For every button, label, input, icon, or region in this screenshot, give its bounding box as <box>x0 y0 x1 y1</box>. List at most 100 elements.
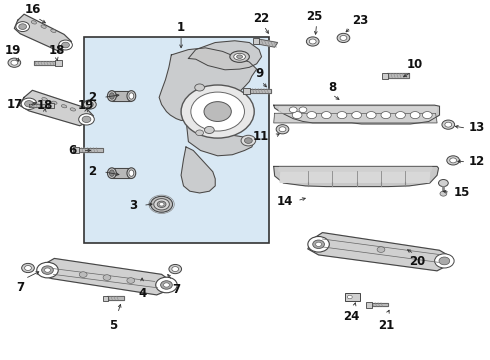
Text: 6: 6 <box>68 144 76 157</box>
Ellipse shape <box>50 29 56 32</box>
Text: 17: 17 <box>6 98 23 111</box>
Polygon shape <box>248 89 271 93</box>
Polygon shape <box>186 119 254 156</box>
Ellipse shape <box>129 170 134 176</box>
Circle shape <box>79 114 94 125</box>
Bar <box>382 73 388 79</box>
Circle shape <box>292 112 302 119</box>
Circle shape <box>410 112 420 119</box>
Circle shape <box>169 265 182 274</box>
Circle shape <box>84 100 96 109</box>
Circle shape <box>82 116 91 122</box>
Text: 11: 11 <box>253 130 269 143</box>
Text: 9: 9 <box>255 67 263 80</box>
Polygon shape <box>280 171 430 183</box>
Ellipse shape <box>230 51 249 62</box>
Polygon shape <box>19 90 93 126</box>
Bar <box>55 60 62 66</box>
Circle shape <box>195 84 204 91</box>
Text: 3: 3 <box>129 199 137 212</box>
Polygon shape <box>279 167 432 171</box>
Circle shape <box>307 112 317 119</box>
Circle shape <box>19 24 26 30</box>
Circle shape <box>439 180 448 186</box>
Circle shape <box>306 37 319 46</box>
Circle shape <box>156 277 177 293</box>
Polygon shape <box>387 73 409 77</box>
Circle shape <box>289 107 297 113</box>
Circle shape <box>16 22 29 32</box>
Circle shape <box>87 102 93 107</box>
Text: 22: 22 <box>253 12 270 25</box>
Circle shape <box>204 102 231 121</box>
Text: 21: 21 <box>378 319 394 332</box>
Circle shape <box>196 130 203 136</box>
Text: 18: 18 <box>49 44 65 57</box>
Circle shape <box>309 39 316 44</box>
Text: 8: 8 <box>328 81 336 94</box>
Bar <box>253 38 259 44</box>
Circle shape <box>245 138 252 143</box>
Circle shape <box>8 58 21 67</box>
Ellipse shape <box>51 101 57 104</box>
Circle shape <box>79 272 87 278</box>
Polygon shape <box>107 296 123 300</box>
Text: 20: 20 <box>410 255 426 268</box>
Polygon shape <box>37 258 172 295</box>
Bar <box>102 296 108 301</box>
Circle shape <box>435 254 454 268</box>
Polygon shape <box>112 91 131 101</box>
Circle shape <box>447 156 460 165</box>
Circle shape <box>321 112 331 119</box>
Polygon shape <box>308 233 452 271</box>
Circle shape <box>367 112 376 119</box>
Bar <box>84 37 269 243</box>
Text: 18: 18 <box>36 99 53 112</box>
Text: 15: 15 <box>454 186 470 199</box>
Circle shape <box>127 278 135 283</box>
Circle shape <box>62 42 70 48</box>
Ellipse shape <box>127 168 136 179</box>
Text: 25: 25 <box>306 10 322 23</box>
Circle shape <box>395 112 405 119</box>
Circle shape <box>24 100 33 107</box>
Text: 13: 13 <box>469 121 485 134</box>
Text: 12: 12 <box>469 154 485 168</box>
Polygon shape <box>188 41 262 70</box>
Circle shape <box>442 120 455 129</box>
Polygon shape <box>255 39 278 47</box>
Circle shape <box>299 107 307 113</box>
Ellipse shape <box>237 55 243 58</box>
Ellipse shape <box>159 203 164 206</box>
Circle shape <box>164 283 170 287</box>
Ellipse shape <box>109 170 114 176</box>
Circle shape <box>337 112 347 119</box>
Text: 7: 7 <box>172 283 180 296</box>
Text: 7: 7 <box>16 282 24 294</box>
Ellipse shape <box>234 53 245 60</box>
Polygon shape <box>159 48 257 120</box>
Ellipse shape <box>61 105 67 108</box>
Ellipse shape <box>70 108 75 111</box>
Ellipse shape <box>31 21 36 24</box>
Circle shape <box>445 122 452 127</box>
Circle shape <box>313 240 324 248</box>
Circle shape <box>45 268 50 272</box>
Circle shape <box>422 112 432 119</box>
Circle shape <box>276 125 289 134</box>
Polygon shape <box>279 107 437 113</box>
Text: 4: 4 <box>138 287 146 300</box>
Circle shape <box>450 158 457 163</box>
Ellipse shape <box>129 93 134 99</box>
Text: 10: 10 <box>407 58 423 71</box>
Text: 19: 19 <box>78 99 94 112</box>
Circle shape <box>352 112 362 119</box>
Ellipse shape <box>107 91 116 101</box>
Circle shape <box>439 257 450 265</box>
Circle shape <box>172 266 179 271</box>
Polygon shape <box>29 104 49 107</box>
Circle shape <box>347 295 352 299</box>
Circle shape <box>181 85 254 138</box>
Ellipse shape <box>150 196 172 212</box>
Text: 5: 5 <box>109 319 117 332</box>
